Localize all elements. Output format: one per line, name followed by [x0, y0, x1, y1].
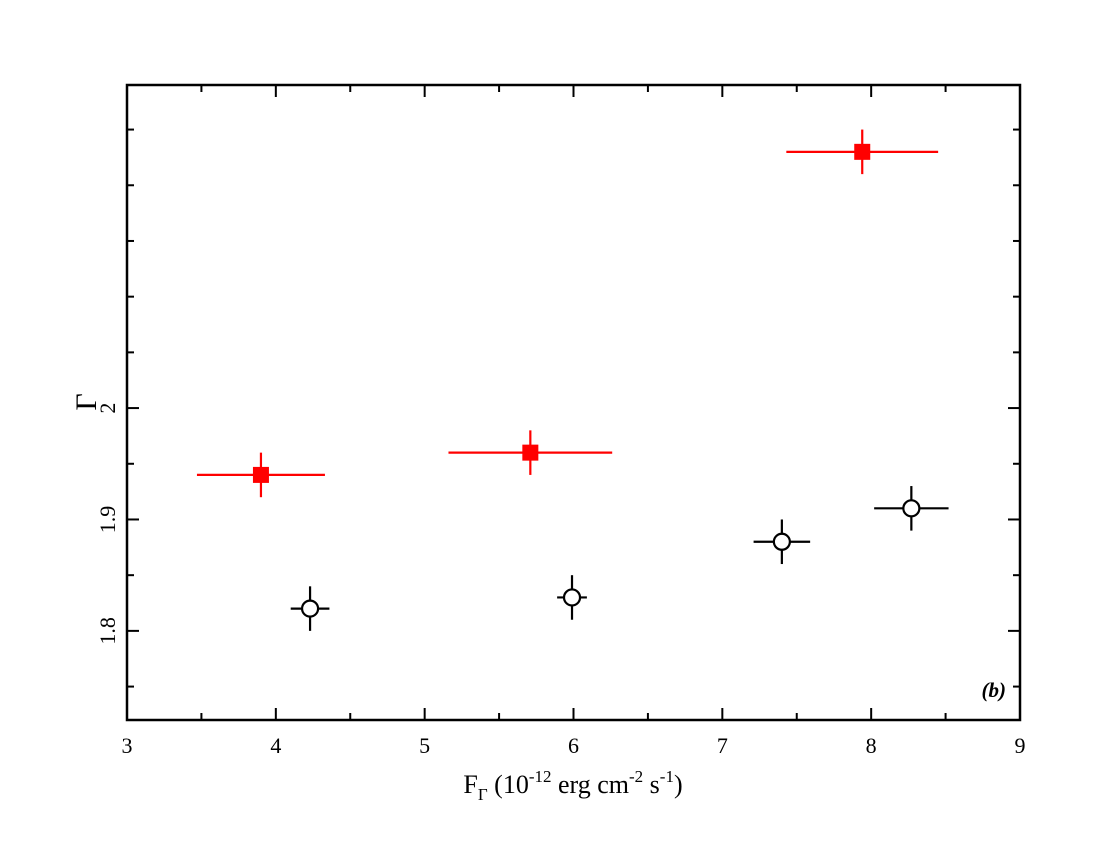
x-axis-label-mid1: erg cm [552, 770, 630, 799]
y-axis-label: Γ [70, 393, 103, 410]
circle-marker [902, 499, 921, 518]
x-axis-label-mid2: s [643, 770, 660, 799]
data-points [196, 129, 949, 631]
y-tick-label: 2 [95, 403, 120, 414]
x-tick-label: 8 [866, 733, 877, 758]
x-tick-label: 3 [122, 733, 133, 758]
circle-marker [300, 599, 320, 618]
data-point [753, 519, 811, 565]
data-point [786, 129, 939, 175]
x-axis-label: FΓ (10-12 erg cm-2 s-1) [463, 767, 682, 804]
data-point [290, 586, 330, 631]
square-marker [252, 466, 269, 483]
x-axis-label-main: F [463, 770, 477, 799]
square-marker [522, 444, 539, 461]
x-axis-label-exp2: -2 [629, 767, 643, 786]
x-tick-label: 9 [1015, 733, 1026, 758]
x-tick-labels: 3 4 5 6 7 8 9 [122, 733, 1026, 758]
data-point [448, 430, 613, 475]
panel-label: (b) [982, 678, 1007, 702]
x-tick-label: 7 [717, 733, 728, 758]
plot-frame [125, 83, 1022, 722]
square-marker [854, 143, 871, 160]
x-tick-label: 5 [419, 733, 430, 758]
x-axis-label-close: ) [674, 770, 683, 799]
y-tick-label: 1.8 [95, 617, 120, 645]
y-tick-labels: 1.8 1.9 2 [95, 403, 120, 645]
data-point [557, 575, 587, 620]
y-tick-label: 1.9 [95, 506, 120, 534]
x-axis-label-exp1: -12 [529, 767, 552, 786]
x-axis-label-open: (10 [488, 770, 529, 799]
x-axis-label-exp3: -1 [660, 767, 674, 786]
x-tick-label: 6 [568, 733, 579, 758]
data-point [874, 486, 949, 531]
x-tick-label: 4 [270, 733, 281, 758]
x-axis-label-subscript: Γ [478, 785, 488, 804]
circle-marker [562, 588, 582, 607]
ticks [126, 85, 1021, 720]
circle-marker [772, 532, 791, 551]
data-point [196, 452, 325, 498]
